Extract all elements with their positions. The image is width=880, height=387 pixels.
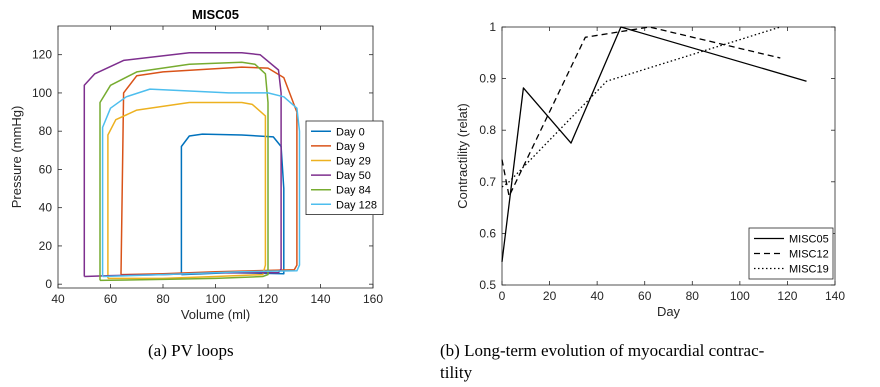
y-tick-label: 0.6 [479, 226, 496, 240]
x-axis-label: Volume (ml) [181, 307, 250, 322]
legend-label: Day 9 [336, 141, 365, 153]
y-tick-label: 100 [32, 86, 52, 100]
y-tick-label: 1 [489, 20, 496, 34]
figure-canvas: 40 60 80 100 120 140 160020406080100120Volume … [9, 7, 845, 322]
series-line-day-0 [180, 133, 285, 276]
series-line-misc05 [501, 26, 807, 262]
x-tick-label: 40 [51, 292, 65, 306]
y-tick-label: 120 [32, 48, 52, 62]
caption-b: (b) Long-term evolution of myocardial co… [440, 340, 870, 384]
y-tick-label: 80 [39, 124, 53, 138]
legend-label: MISC05 [789, 234, 829, 246]
legend-label: Day 0 [336, 126, 365, 138]
series-line-day-9 [120, 66, 298, 276]
x-axis-label: Day [657, 304, 681, 319]
y-axis-label: Contractility (relat) [455, 103, 470, 208]
legend-label: Day 29 [336, 156, 371, 168]
x-tick-label: 60 [638, 289, 652, 303]
chart-title: MISC05 [192, 7, 239, 22]
y-axis-label: Pressure (mmHg) [9, 106, 24, 209]
legend-label: Day 50 [336, 170, 371, 182]
x-tick-label: 40 [590, 289, 604, 303]
x-tick-label: 100 [730, 289, 750, 303]
axes-box [501, 26, 836, 286]
x-tick-label: 160 [363, 292, 383, 306]
legend-box [748, 227, 834, 280]
x-tick-label: 80 [156, 292, 170, 306]
x-tick-label: 100 [205, 292, 225, 306]
y-tick-label: 0 [45, 277, 52, 291]
x-tick-label: 60 [104, 292, 118, 306]
x-tick-label: 120 [777, 289, 797, 303]
y-tick-label: 20 [39, 239, 53, 253]
series-line-day-84 [99, 61, 269, 282]
series-line-day-50 [83, 52, 282, 278]
y-tick-label: 0.5 [479, 278, 496, 292]
pv-loops-chart: 40 60 80 100 120 140 160 0 20 40 60 80 100 120 Volume … [9, 7, 384, 322]
caption-b-line1: (b) Long-term evolution of myocardial co… [440, 341, 765, 360]
caption-b-line2: tility [440, 363, 473, 382]
series-line-misc12 [501, 26, 781, 197]
y-tick-label: 0.9 [479, 72, 496, 86]
caption-a: (a) PV loops [148, 341, 234, 360]
x-tick-label: 80 [686, 289, 700, 303]
legend-box [305, 120, 384, 215]
series-line-day-29 [107, 101, 267, 280]
series-line-day-128 [101, 88, 301, 278]
legend-label: Day 84 [336, 185, 371, 197]
legend: Day 0 Day 9 Day 29 Day 50 Day 84 Day 128 [305, 120, 384, 215]
x-tick-label: 0 [499, 289, 506, 303]
series-line-misc19 [501, 26, 781, 188]
legend: MISC05 MISC12 MISC19 [748, 227, 834, 280]
y-tick-label: 60 [39, 162, 53, 176]
legend-label: MISC19 [789, 264, 829, 276]
y-tick-label: 40 [39, 201, 53, 215]
legend-label: MISC12 [789, 249, 829, 261]
x-tick-label: 20 [543, 289, 557, 303]
legend-label: Day 128 [336, 199, 377, 211]
y-tick-label: 0.8 [479, 123, 496, 137]
x-tick-label: 120 [258, 292, 278, 306]
x-tick-label: 140 [825, 289, 845, 303]
x-tick-label: 140 [310, 292, 330, 306]
contractility-chart: 0 20 40 60 80 100 120 140 0.5 0.6 0.7 0.8 0.9 1 Day Con… [455, 20, 845, 319]
y-tick-label: 0.7 [479, 175, 496, 189]
